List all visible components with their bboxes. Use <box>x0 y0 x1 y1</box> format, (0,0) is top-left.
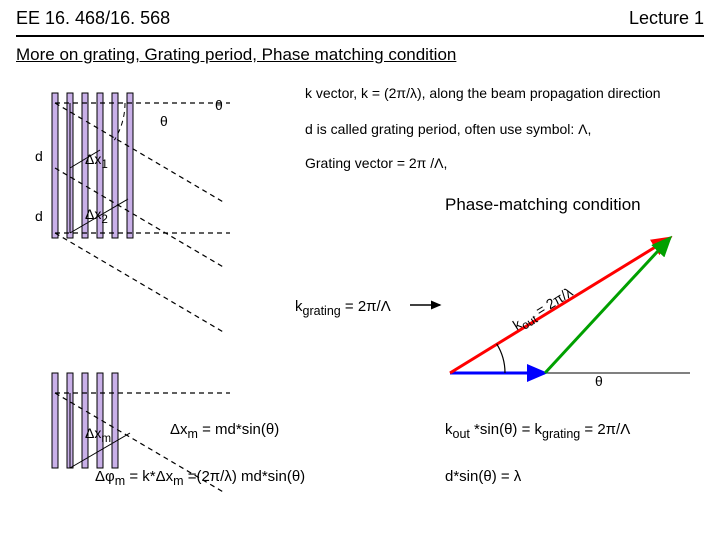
d-def: d is called grating period, often use sy… <box>305 121 591 137</box>
dxm-eq: Δxm = md*sin(θ) <box>170 421 279 441</box>
diagram-area: k vector, k = (2π/λ), along the beam pro… <box>0 73 720 533</box>
phase-matching-heading: Phase-matching condition <box>445 195 641 215</box>
kout-eq: kout *sin(θ) = kgrating = 2π/Λ <box>445 421 630 441</box>
course-code: EE 16. 468/16. 568 <box>16 8 170 29</box>
d-label-2: d <box>35 208 43 224</box>
theta-label-2: θ <box>215 97 223 113</box>
lecture-number: Lecture 1 <box>629 8 704 29</box>
theta-label-1: θ <box>160 113 168 129</box>
d-label-1: d <box>35 148 43 164</box>
dxm-label: Δxm <box>85 425 111 445</box>
k-vector-def: k vector, k = (2π/λ), along the beam pro… <box>305 85 661 101</box>
grating-vector-def: Grating vector = 2π /Λ, <box>305 155 447 171</box>
page-subtitle: More on grating, Grating period, Phase m… <box>0 43 720 73</box>
dsin-eq: d*sin(θ) = λ <box>445 468 521 485</box>
header-rule <box>16 35 704 37</box>
dphi-eq: Δφm = k*Δxm =(2π/λ) md*sin(θ) <box>95 468 305 488</box>
dx1-label: Δx1 <box>85 151 108 171</box>
vector-theta-label: θ <box>595 373 603 389</box>
k-grating-eq: kgrating = 2π/Λ <box>295 298 391 318</box>
dx2-label: Δx2 <box>85 206 108 226</box>
